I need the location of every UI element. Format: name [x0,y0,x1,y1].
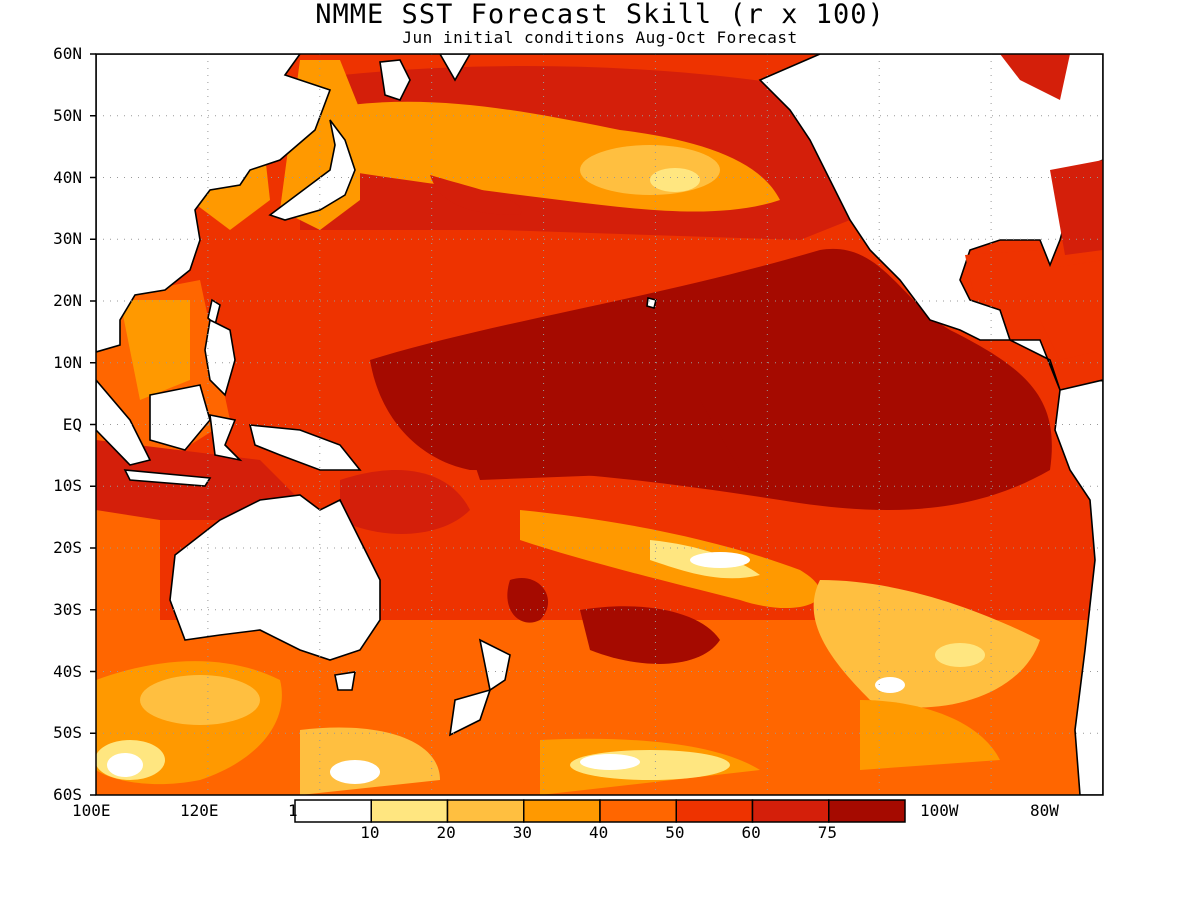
kamchatka [439,54,471,82]
map-gridlines [90,53,1103,796]
colorbar-swatch [751,799,830,823]
borneo [149,384,211,451]
colorbar-label: 60 [741,823,761,842]
colorbar-label: 50 [665,823,685,842]
new-guinea [248,424,362,471]
colorbar-label: 30 [512,823,533,842]
lon-label-100e: 100E [72,801,111,820]
map-subtitle: Jun initial conditions Aug-Oct Forecast [402,28,798,47]
sumatra [96,378,152,466]
map-title: NMME SST Forecast Skill (r x 100) [315,0,885,30]
lat-label: 30N [53,229,82,249]
lat-label: 10S [53,476,82,496]
colorbar-label: 10 [360,823,380,842]
new-zealand-south [448,688,492,737]
colorbar [294,799,906,823]
lat-label: 40S [53,661,82,681]
north-america [758,54,1103,391]
lat-label: 60S [53,785,82,804]
colorbar-swatch [523,799,601,823]
land-masses [96,54,1103,795]
lon-label-partial: 1 [288,801,298,820]
lat-label: 50N [53,105,82,125]
south-america [1054,379,1103,795]
lon-label-80w: 80W [1030,801,1059,820]
map-frame [95,53,1104,796]
colorbar-swatch [828,799,906,823]
asia-continent [96,54,332,353]
java [123,469,212,487]
lat-label: 50S [53,723,82,743]
lat-label: 40N [53,167,82,187]
hawaii [646,297,657,309]
sulawesi [209,413,243,462]
colorbar-swatch [294,799,372,823]
colorbar-swatch [370,799,449,823]
hokkaido-sakhalin [379,59,411,101]
lon-label-100w: 100W [920,801,959,820]
colorbar-swatch [446,799,525,823]
colorbar-label: 20 [436,823,456,842]
lat-label: 20N [53,291,82,310]
australia [169,494,381,661]
tasmania [334,671,356,691]
philippines [204,318,236,397]
lat-label: 20S [53,538,82,557]
gulf-of-mexico [965,54,1103,360]
lat-label: 60N [53,44,82,63]
colorbar-label: 40 [589,823,609,842]
new-zealand-north [478,638,511,692]
japan [268,119,356,221]
lat-label: 10N [53,352,82,372]
colorbar-swatch [599,799,677,823]
lat-label: 30S [53,599,82,619]
lat-label: EQ [62,414,82,434]
lon-label-120e: 120E [180,801,219,820]
colorbar-label: 75 [817,823,838,842]
colorbar-swatch [675,799,754,823]
